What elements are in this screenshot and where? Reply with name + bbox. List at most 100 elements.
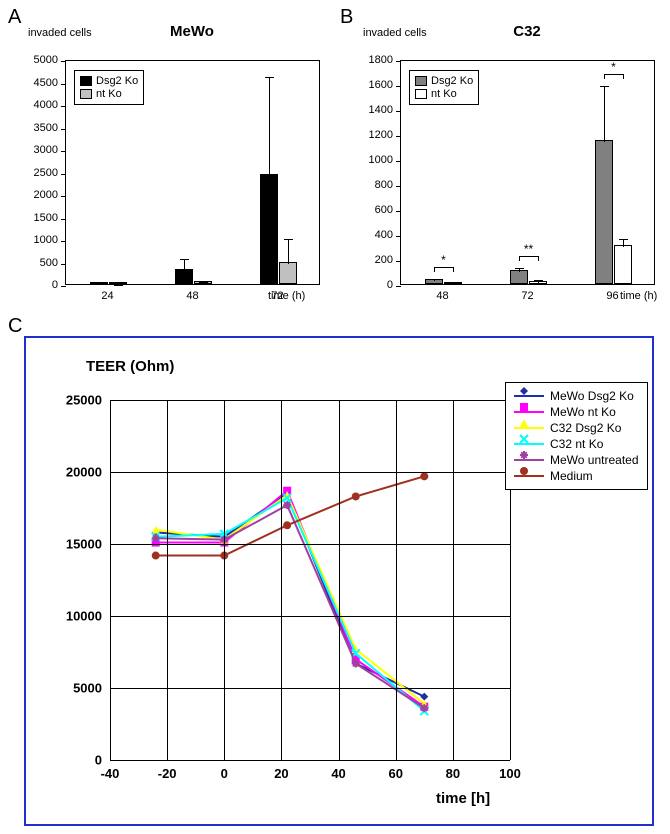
- chart-c-x-tick-label: 60: [388, 766, 402, 781]
- y-tick: [61, 129, 66, 130]
- y-gridline: [110, 688, 510, 689]
- chart-b-x-axis-title: time (h): [620, 290, 657, 302]
- chart-c-y-axis-title: TEER (Ohm): [86, 358, 174, 375]
- y-tick-label: 0: [353, 279, 393, 291]
- y-tick: [396, 136, 401, 137]
- panel-b-label: B: [340, 6, 353, 29]
- series-marker: [152, 552, 160, 560]
- y-tick-label: 600: [353, 204, 393, 216]
- bar: [510, 270, 529, 284]
- chart-a-title: MeWo: [170, 23, 214, 40]
- y-tick: [396, 186, 401, 187]
- bar: [614, 245, 633, 284]
- significance-label: *: [611, 60, 616, 74]
- x-tick-label: 72: [271, 290, 283, 302]
- significance-bracket: [604, 74, 623, 75]
- y-tick: [61, 106, 66, 107]
- error-bar: [604, 86, 605, 142]
- series-marker: [420, 693, 428, 701]
- y-tick-label: 500: [18, 257, 58, 269]
- y-tick: [61, 241, 66, 242]
- significance-bracket: [519, 256, 538, 257]
- error-bar: [623, 239, 624, 248]
- legend-line: [514, 411, 544, 413]
- panel-a-label: A: [8, 6, 21, 29]
- x-tick-label: 48: [186, 290, 198, 302]
- x-tick-label: 24: [101, 290, 113, 302]
- y-tick: [61, 286, 66, 287]
- significance-bracket-tick: [453, 267, 454, 272]
- y-tick-label: 1500: [18, 212, 58, 224]
- panel-c-label: C: [8, 315, 22, 338]
- legend-item: nt Ko: [415, 88, 473, 100]
- legend-line: [514, 475, 544, 477]
- y-tick: [396, 111, 401, 112]
- chart-a-y-axis-title: invaded cells: [28, 27, 92, 39]
- legend-text: C32 nt Ko: [550, 437, 603, 451]
- legend-text: Dsg2 Ko: [431, 75, 473, 87]
- bar: [260, 174, 279, 284]
- series-marker: [352, 492, 360, 500]
- legend-item: Medium: [514, 469, 639, 483]
- error-bar-cap: [600, 86, 609, 87]
- chart-c-line-svg: [110, 400, 510, 760]
- y-tick: [396, 236, 401, 237]
- legend-line: [514, 443, 544, 445]
- legend-text: MeWo untreated: [550, 453, 639, 467]
- y-gridline: [110, 616, 510, 617]
- significance-bracket-tick: [538, 256, 539, 261]
- legend-text: Dsg2 Ko: [96, 75, 138, 87]
- chart-c-y-tick-label: 25000: [42, 393, 102, 408]
- error-bar-cap: [265, 77, 274, 78]
- legend-item: MeWo Dsg2 Ko: [514, 389, 639, 403]
- x-gridline: [167, 400, 168, 760]
- legend-line: [514, 395, 544, 397]
- chart-b-y-axis-title: invaded cells: [363, 27, 427, 39]
- legend-item: C32 Dsg2 Ko: [514, 421, 639, 435]
- y-tick-label: 0: [18, 279, 58, 291]
- legend-item: C32 nt Ko: [514, 437, 639, 451]
- legend-text: MeWo Dsg2 Ko: [550, 389, 634, 403]
- y-tick-label: 800: [353, 179, 393, 191]
- legend-line: [514, 459, 544, 461]
- legend-item: Dsg2 Ko: [415, 75, 473, 87]
- y-tick: [61, 84, 66, 85]
- y-tick-label: 1200: [353, 129, 393, 141]
- series-marker: [420, 704, 428, 712]
- chart-c-y-tick-label: 15000: [42, 537, 102, 552]
- error-bar: [184, 259, 185, 270]
- x-gridline: [281, 400, 282, 760]
- x-tick-label: 72: [521, 290, 533, 302]
- y-tick-label: 4000: [18, 99, 58, 111]
- chart-c-y-tick-label: 5000: [42, 681, 102, 696]
- x-gridline: [224, 400, 225, 760]
- y-tick: [61, 151, 66, 152]
- bar: [175, 269, 194, 284]
- y-tick: [396, 86, 401, 87]
- x-gridline: [339, 400, 340, 760]
- chart-c-y-tick-label: 0: [42, 753, 102, 768]
- chart-c-x-tick-label: 100: [499, 766, 521, 781]
- significance-label: *: [441, 253, 446, 267]
- y-tick-label: 1400: [353, 104, 393, 116]
- x-tick-label: 48: [436, 290, 448, 302]
- y-tick-label: 200: [353, 254, 393, 266]
- chart-c-x-tick-label: 40: [331, 766, 345, 781]
- y-tick: [396, 261, 401, 262]
- y-tick-label: 1600: [353, 79, 393, 91]
- error-bar-cap: [449, 284, 458, 285]
- y-gridline: [110, 472, 510, 473]
- y-tick: [396, 161, 401, 162]
- chart-c-x-tick-label: 20: [274, 766, 288, 781]
- chart-c-x-tick-label: -20: [158, 766, 177, 781]
- chart-b-title: C32: [513, 23, 541, 40]
- error-bar-cap: [515, 268, 524, 269]
- chart-c-x-axis-title: time [h]: [436, 790, 490, 807]
- legend-swatch: [80, 89, 92, 99]
- significance-bracket-tick: [604, 74, 605, 79]
- y-tick-label: 2500: [18, 167, 58, 179]
- y-tick-label: 1000: [353, 154, 393, 166]
- legend-item: nt Ko: [80, 88, 138, 100]
- bar: [109, 282, 128, 284]
- chart-c-legend: MeWo Dsg2 KoMeWo nt KoC32 Dsg2 KoC32 nt …: [505, 382, 648, 490]
